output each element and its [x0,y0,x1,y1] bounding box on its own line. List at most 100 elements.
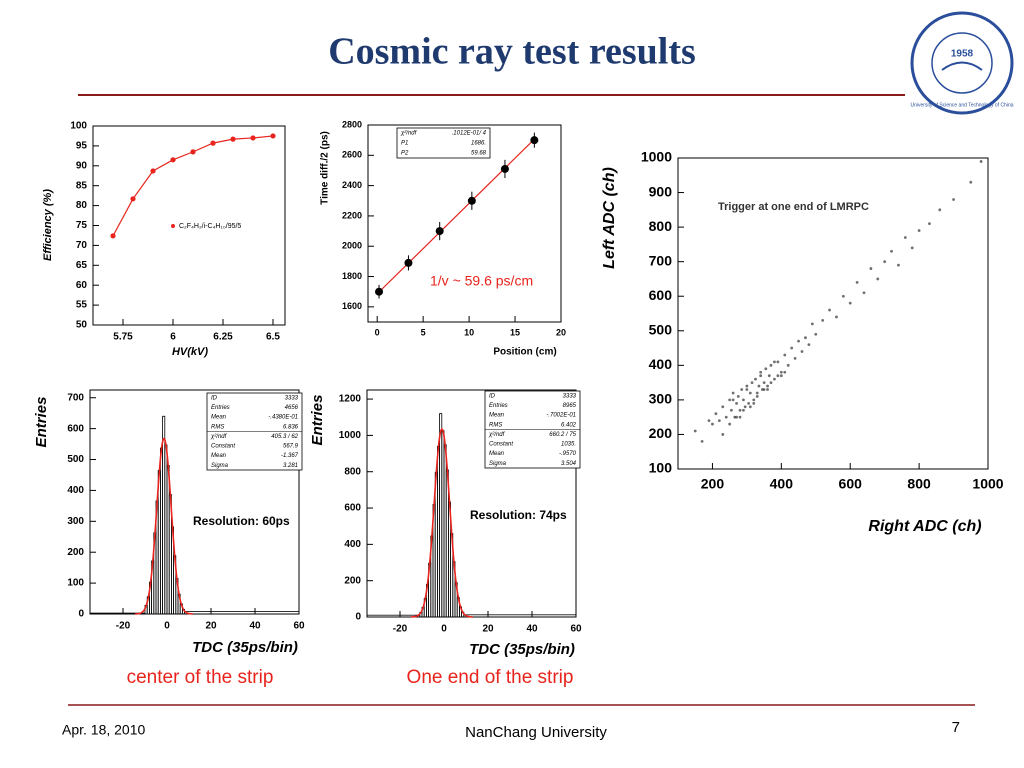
annotation: Trigger at one end of LMRPC [718,201,869,213]
y-axis-label: Left ADC (ch) [601,167,618,269]
stats-value: 1686. [471,141,486,147]
data-point [170,157,176,163]
data-point [743,405,747,409]
fit-curve [135,437,193,615]
data-point [814,332,818,336]
chart: 0 5 10 15 20 1600 1800 2000 2200 2400 2600 2800 Posi… [320,119,566,357]
x-tick-label: 5 [421,327,426,337]
annotation: 1/v ~ 59.6 ps/cm [430,273,533,289]
footer-date: Apr. 18, 2010 [62,722,146,738]
data-point [728,422,732,426]
stats-label: Sigma [489,461,507,467]
logo-year: 1958 [951,49,974,60]
stats-label: P2 [401,151,409,157]
data-point [828,308,831,312]
x-tick-label: 60 [293,621,305,632]
logo-name: University of Science and Technology of … [910,102,1013,108]
stats-value: 3333 [285,395,299,401]
caption: center of the strip [127,667,274,688]
data-point [721,405,725,409]
x-tick-label: 0 [164,621,170,632]
page-number: 7 [952,719,960,736]
y-tick-label: 400 [649,356,673,372]
x-tick-label: 5.75 [113,332,133,343]
y-axis-label: Entries [33,397,50,448]
y-tick-label: 600 [67,423,84,434]
stats-label: χ²/ndf [400,131,418,137]
data-point [928,222,931,226]
x-tick-label: -20 [393,624,408,635]
stats-label: χ²/ndf [210,434,228,440]
data-point [755,395,759,398]
data-point [745,388,749,391]
data-point [230,136,236,142]
stats-value: .1012E-01/ 4 [452,131,487,137]
y-tick-label: 500 [649,321,673,337]
data-point [742,398,745,402]
data-point [270,133,276,139]
data-point [747,401,751,405]
y-tick-label: 1000 [339,430,362,441]
data-point [773,360,776,364]
y-tick-label: 95 [76,141,88,152]
histogram-bin [463,614,577,618]
y-tick-label: 55 [76,300,88,311]
data-point [869,267,873,270]
stats-value: 59.68 [471,151,487,157]
data-point [500,164,509,173]
stats-value: 3.504 [561,461,577,467]
data-point [738,408,742,412]
data-point [728,398,732,402]
stats-label: Mean [489,413,505,419]
y-tick-label: 700 [67,392,84,403]
y-tick-label: 75 [76,220,88,231]
x-tick-label: 40 [249,621,261,632]
stats-value: 567.9 [283,444,299,450]
data-point [757,384,761,388]
data-point [745,384,749,388]
data-point [764,367,768,371]
data-point [848,301,852,305]
x-tick-label: 0 [441,624,447,635]
y-tick-label: 100 [70,121,87,132]
y-tick-label: 0 [355,612,361,623]
x-tick-label: 6 [170,332,176,343]
y-tick-label: 600 [649,287,673,303]
annotation: Resolution: 74ps [470,508,567,522]
stats-label: χ²/ndf [488,432,506,438]
data-point [731,398,735,402]
data-point [790,346,794,350]
chart: 5.75 6 6.25 6.5 50 55 60 65 70 75 80 85 90 95 100 HV(kV… [42,121,286,358]
y-tick-label: 900 [649,183,673,199]
y-tick-label: 1600 [342,301,362,311]
data-point [776,360,780,364]
x-tick-label: 60 [570,624,582,635]
y-tick-label: 400 [67,485,84,496]
logo-arc [941,61,983,71]
data-point [110,233,116,239]
stats-label: Mean [489,451,505,457]
stats-label: Sigma [211,463,229,469]
data-point [835,315,838,319]
annotation: Resolution: 60ps [193,514,290,528]
x-tick-label: 40 [526,624,538,635]
data-point [375,287,384,296]
data-point [750,381,754,385]
y-tick-label: 2800 [342,119,362,129]
data-point [766,384,769,388]
stats-label: Entries [211,405,230,411]
stats-value: 6.836 [283,424,299,430]
slide-title: Cosmic ray test results [328,31,696,73]
stats-label: Constant [489,442,513,448]
data-point [755,391,759,395]
stats-value: 6.402 [561,422,577,428]
stats-label: Entries [489,403,508,409]
data-point [883,260,887,264]
x-tick-label: 20 [205,621,217,632]
stats-box [396,127,491,159]
data-point [952,198,955,201]
data-point [717,419,721,423]
data-point [735,415,738,419]
data-point [897,263,900,267]
y-tick-label: 85 [76,180,88,191]
